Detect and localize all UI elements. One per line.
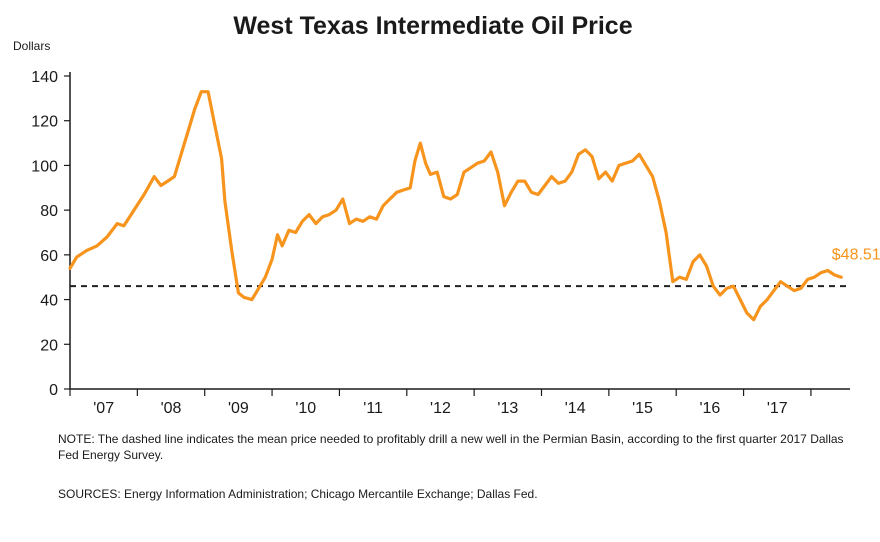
chart-note: NOTE: The dashed line indicates the mean… <box>58 432 844 462</box>
x-tick-label: '08 <box>161 400 182 417</box>
y-tick-label: 100 <box>31 158 58 175</box>
y-tick-label: 140 <box>31 69 58 86</box>
y-tick-label: 40 <box>40 293 58 310</box>
x-tick-label: '12 <box>430 400 451 417</box>
y-tick-label: 20 <box>40 337 58 354</box>
y-tick-label: 0 <box>49 382 58 399</box>
x-tick-label: '09 <box>228 400 249 417</box>
x-axis: '07 '08 '09 '10 '11 '12 '13 '14 '15 '16 '17 <box>69 388 850 417</box>
y-axis: 0 20 40 60 80 100 120 140 <box>31 69 71 399</box>
y-axis-label: Dollars <box>13 39 50 53</box>
series-line-wti-price <box>68 90 843 322</box>
x-tick-label: '17 <box>767 400 788 417</box>
x-tick-label: '16 <box>699 400 720 417</box>
x-tick-label: '13 <box>497 400 518 417</box>
chart-title: West Texas Intermediate Oil Price <box>233 12 632 40</box>
y-tick-label: 60 <box>40 248 58 265</box>
x-tick-label: '15 <box>632 400 653 417</box>
latest-price-label: $48.51 <box>832 246 880 263</box>
x-tick-label: '07 <box>93 400 114 417</box>
x-tick-label: '10 <box>295 400 316 417</box>
chart-sources: SOURCES: Energy Information Administrati… <box>58 487 538 501</box>
x-tick-label: '11 <box>363 400 383 417</box>
x-tick-label: '14 <box>565 400 586 417</box>
y-tick-label: 120 <box>31 114 58 131</box>
y-tick-label: 80 <box>40 203 58 220</box>
